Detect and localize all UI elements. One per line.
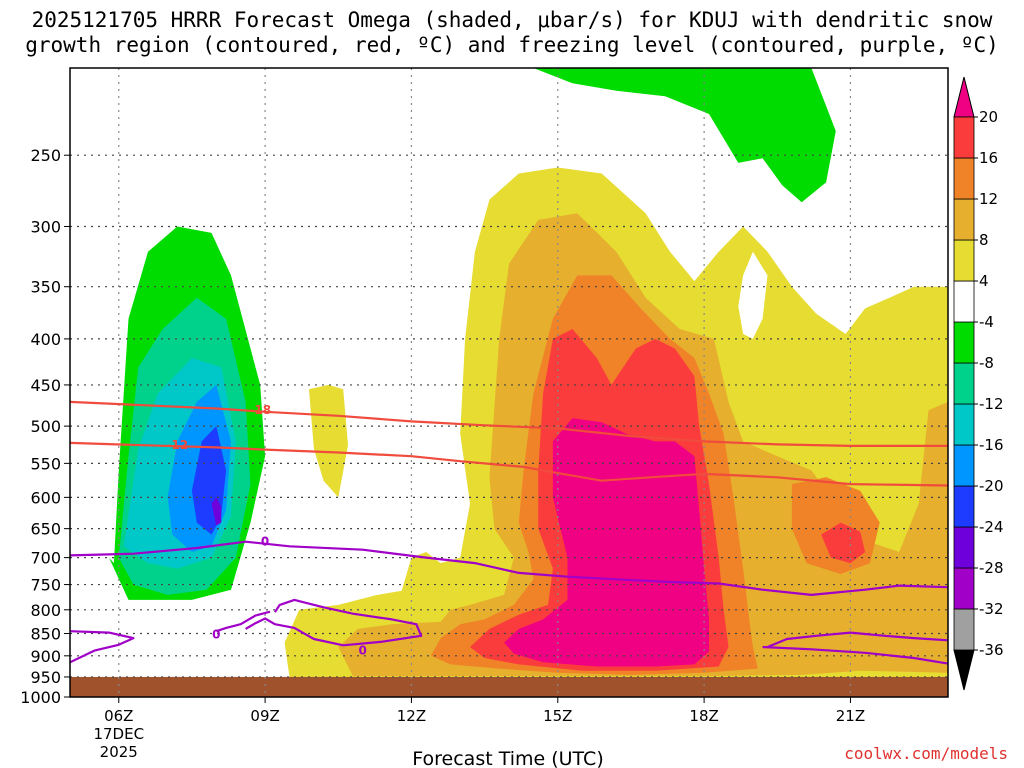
colorbar-swatch xyxy=(953,403,975,446)
colorbar-swatch xyxy=(953,608,975,651)
freezing-level-contour-3 xyxy=(70,630,135,664)
colorbar-arrow-bottom xyxy=(953,649,975,691)
colorbar-label: 8 xyxy=(979,231,989,249)
colorbar-swatch xyxy=(953,321,975,364)
colorbar-swatch xyxy=(953,239,975,282)
omega-region-9 xyxy=(738,251,768,339)
freezing-level-contour-label: 0 xyxy=(212,627,220,641)
y-tick-label: 450 xyxy=(30,376,61,395)
ground-band xyxy=(70,676,948,697)
colorbar-label: -16 xyxy=(979,436,1004,454)
colorbar-label: 16 xyxy=(979,149,998,167)
colorbar-arrow-top xyxy=(953,76,975,118)
y-tick-label: 550 xyxy=(30,454,61,473)
x-tick-label: 12Z xyxy=(397,707,426,725)
omega-region-7 xyxy=(309,384,348,498)
y-tick-label: 700 xyxy=(30,549,61,568)
dgz-contour-1 xyxy=(70,441,948,487)
omega-region-5 xyxy=(211,497,222,526)
omega-region-14 xyxy=(821,522,866,564)
dgz-contour-label: -12 xyxy=(166,438,188,452)
freezing-level-contour-0 xyxy=(70,540,948,597)
x-tick-label: 06Z xyxy=(104,707,133,725)
y-tick-label: 500 xyxy=(30,417,61,436)
colorbar: -36 -32 -28 -24 -20 -16 -12 -8 -4 4 8 12 16 20 xyxy=(953,76,1004,691)
x-tick-label: 21Z xyxy=(836,707,865,725)
omega-region-6 xyxy=(533,68,836,203)
x-tick-label: 15Z xyxy=(543,707,572,725)
chart-title-line-1: 2025121705 HRRR Forecast Omega (shaded, … xyxy=(31,8,993,32)
colorbar-swatch xyxy=(953,567,975,610)
colorbar-label: -20 xyxy=(979,477,1004,495)
colorbar-label: -24 xyxy=(979,518,1004,536)
x-tick-sublabel: 2025 xyxy=(100,743,138,761)
colorbar-label: 20 xyxy=(979,108,998,126)
colorbar-swatch xyxy=(953,198,975,241)
y-tick-label: 650 xyxy=(30,520,61,539)
colorbar-swatch xyxy=(953,526,975,569)
y-tick-label: 900 xyxy=(30,647,61,666)
x-tick-label: 09Z xyxy=(250,707,279,725)
axes: 250 300 350 400 450 500 550 600 650 700 750 800 850 9… xyxy=(20,67,949,761)
plot-area: -18 -12 0 0 0 xyxy=(70,68,948,697)
freezing-level-contour-1 xyxy=(245,598,423,647)
colorbar-label: -12 xyxy=(979,395,1004,413)
colorbar-label: -4 xyxy=(979,313,994,331)
colorbar-swatch xyxy=(953,157,975,200)
colorbar-label: 12 xyxy=(979,190,998,208)
plot-inner: -18 -12 0 0 0 xyxy=(70,68,948,697)
y-tick-label: 800 xyxy=(30,601,61,620)
y-tick-label: 400 xyxy=(30,330,61,349)
chart-title-line-2: growth region (contoured, red, ºC) and f… xyxy=(25,33,999,57)
y-tick-label: 750 xyxy=(30,576,61,595)
y-tick-label: 1000 xyxy=(20,688,61,707)
omega-region-15 xyxy=(504,418,709,667)
colorbar-label: -32 xyxy=(979,600,1004,618)
y-tick-label: 350 xyxy=(30,278,61,297)
plot-frame xyxy=(69,67,949,698)
colorbar-swatch xyxy=(953,485,975,528)
colorbar-label: 4 xyxy=(979,272,989,290)
dgz-contour-label: -18 xyxy=(249,403,271,417)
credit-text: coolwx.com/models xyxy=(844,744,1008,763)
y-tick-label: 250 xyxy=(30,146,61,165)
colorbar-swatch xyxy=(953,116,975,159)
freezing-level-contour-label: 0 xyxy=(358,644,366,658)
dgz-contour-0 xyxy=(70,400,948,447)
x-tick-sublabel: 17DEC xyxy=(93,725,144,743)
y-tick-label: 600 xyxy=(30,488,61,507)
x-axis-title: Forecast Time (UTC) xyxy=(412,748,603,768)
freezing-level-contour-2 xyxy=(215,610,271,633)
x-tick-label: 18Z xyxy=(689,707,718,725)
freezing-level-contour-label: 0 xyxy=(261,535,269,549)
colorbar-label: -28 xyxy=(979,559,1004,577)
colorbar-swatch xyxy=(953,362,975,405)
y-tick-label: 300 xyxy=(30,217,61,236)
freezing-level-contour-4 xyxy=(767,631,948,649)
y-tick-label: 850 xyxy=(30,624,61,643)
colorbar-label: -36 xyxy=(979,641,1004,659)
y-tick-label: 950 xyxy=(30,668,61,687)
colorbar-label: -8 xyxy=(979,354,994,372)
colorbar-swatch xyxy=(953,280,975,323)
freezing-level-contour-5 xyxy=(762,645,948,665)
colorbar-swatch xyxy=(953,444,975,487)
